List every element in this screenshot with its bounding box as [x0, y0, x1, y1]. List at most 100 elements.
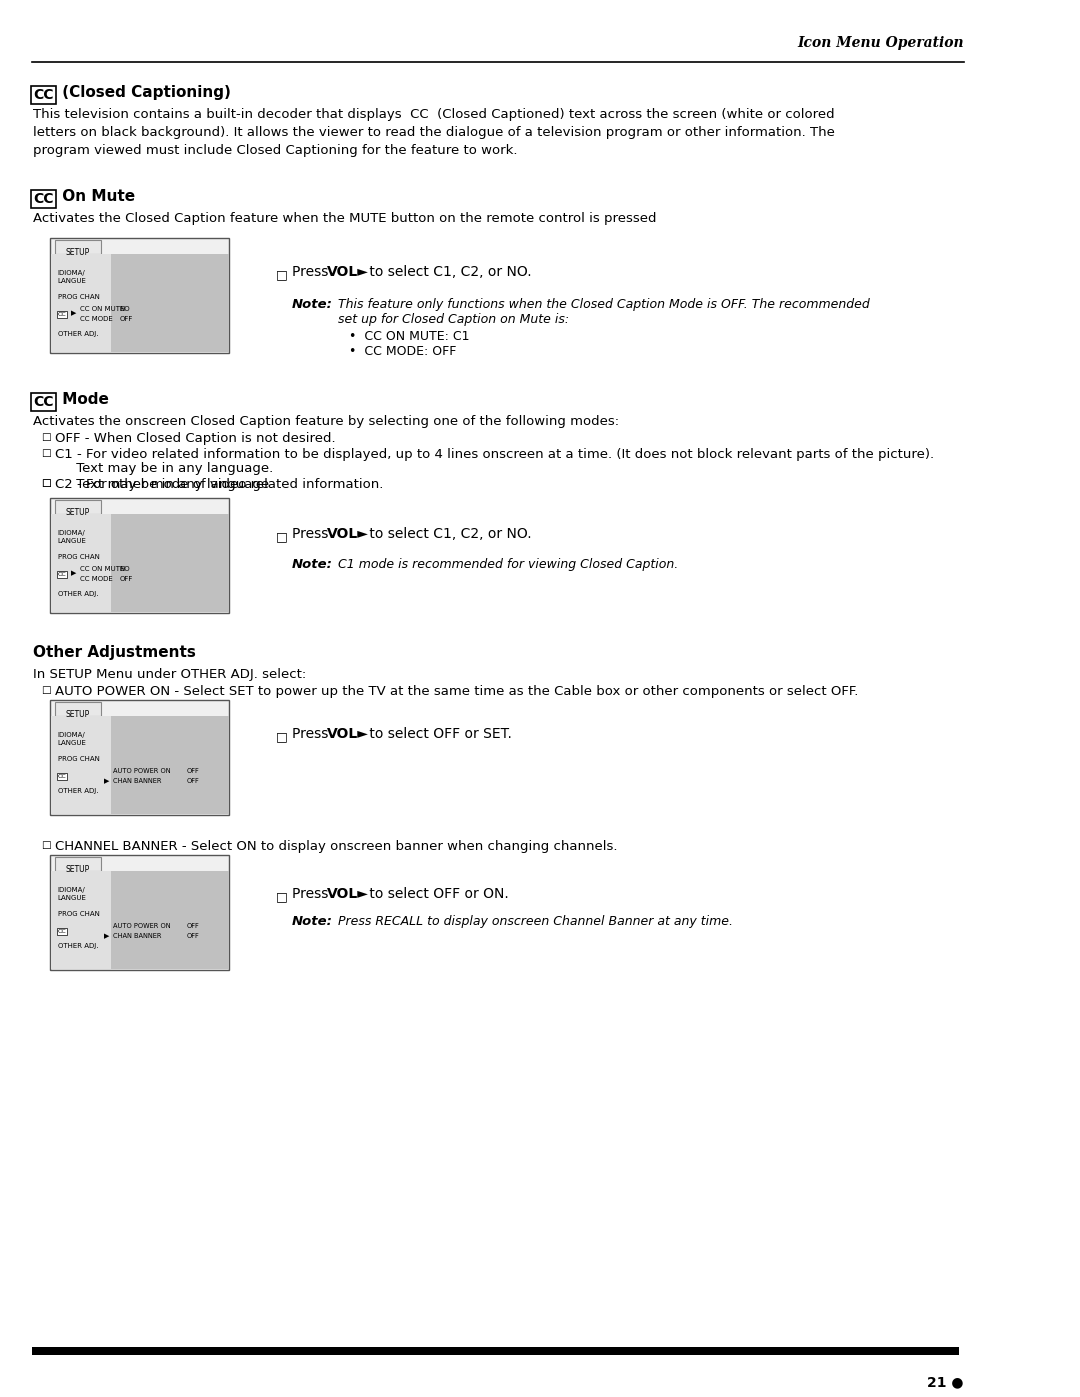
- Text: VOL►: VOL►: [327, 527, 368, 541]
- Text: CC: CC: [58, 929, 67, 935]
- Bar: [55, 856, 100, 870]
- Text: to select OFF or SET.: to select OFF or SET.: [365, 726, 512, 740]
- Text: SETUP: SETUP: [66, 249, 90, 257]
- Text: OFF: OFF: [119, 576, 133, 583]
- Bar: [111, 717, 229, 814]
- Text: to select OFF or ON.: to select OFF or ON.: [365, 887, 509, 901]
- Text: •  CC ON MUTE: C1: • CC ON MUTE: C1: [349, 330, 470, 344]
- Text: CHAN BANNER: CHAN BANNER: [113, 778, 161, 784]
- Text: IDIOMA/: IDIOMA/: [58, 270, 85, 277]
- Text: ▶: ▶: [70, 570, 76, 576]
- Text: On Mute: On Mute: [57, 189, 135, 204]
- Text: to select C1, C2, or NO.: to select C1, C2, or NO.: [365, 265, 532, 279]
- Text: OFF: OFF: [187, 778, 199, 784]
- Text: Note:: Note:: [292, 298, 333, 312]
- Text: IDIOMA/: IDIOMA/: [58, 529, 85, 536]
- Text: □: □: [41, 448, 51, 458]
- Text: 21 ●: 21 ●: [928, 1375, 963, 1389]
- Bar: [55, 240, 100, 254]
- Text: OFF: OFF: [187, 923, 199, 929]
- Text: PROG CHAN: PROG CHAN: [58, 756, 99, 761]
- Bar: [51, 497, 229, 613]
- Text: VOL►: VOL►: [327, 887, 368, 901]
- Text: OTHER ADJ.: OTHER ADJ.: [58, 943, 98, 949]
- Text: ▶: ▶: [104, 778, 109, 784]
- Text: OFF: OFF: [119, 316, 133, 321]
- Text: AUTO POWER ON: AUTO POWER ON: [113, 768, 171, 774]
- Text: Note:: Note:: [292, 915, 333, 928]
- Text: OTHER ADJ.: OTHER ADJ.: [58, 788, 98, 793]
- Text: ▶: ▶: [70, 310, 76, 316]
- Bar: [52, 514, 111, 612]
- Text: CC: CC: [58, 312, 67, 317]
- Text: IDIOMA/: IDIOMA/: [58, 732, 85, 738]
- Text: CC: CC: [58, 571, 67, 577]
- Bar: [52, 717, 111, 814]
- Text: □: □: [275, 890, 287, 902]
- Text: OFF: OFF: [187, 933, 199, 939]
- Text: □: □: [41, 840, 51, 849]
- Text: Mode: Mode: [57, 393, 109, 407]
- Text: LANGUE: LANGUE: [58, 278, 86, 284]
- Text: NO: NO: [119, 306, 130, 312]
- Text: Press: Press: [292, 726, 333, 740]
- Text: □: □: [41, 432, 51, 441]
- Text: Activates the onscreen Closed Caption feature by selecting one of the following : Activates the onscreen Closed Caption fe…: [33, 415, 619, 427]
- Text: LANGUE: LANGUE: [58, 895, 86, 901]
- Bar: [55, 500, 100, 514]
- Text: CHANNEL BANNER - Select ON to display onscreen banner when changing channels.: CHANNEL BANNER - Select ON to display on…: [55, 840, 618, 854]
- Text: In SETUP Menu under OTHER ADJ. select:: In SETUP Menu under OTHER ADJ. select:: [33, 668, 307, 680]
- Text: AUTO POWER ON - Select SET to power up the TV at the same time as the Cable box : AUTO POWER ON - Select SET to power up t…: [55, 685, 859, 698]
- Text: AUTO POWER ON: AUTO POWER ON: [113, 923, 171, 929]
- Text: This television contains a built-in decoder that displays  CC  (Closed Captioned: This television contains a built-in deco…: [33, 108, 835, 156]
- Text: Icon Menu Operation: Icon Menu Operation: [797, 36, 963, 50]
- Text: (Closed Captioning): (Closed Captioning): [57, 85, 231, 101]
- Bar: [52, 254, 111, 352]
- Text: CC: CC: [33, 88, 54, 102]
- Text: CC: CC: [58, 774, 67, 780]
- Text: •  CC MODE: OFF: • CC MODE: OFF: [349, 345, 456, 358]
- Text: Press: Press: [292, 527, 333, 541]
- Text: PROG CHAN: PROG CHAN: [58, 293, 99, 300]
- Text: □: □: [41, 685, 51, 694]
- Text: □: □: [275, 529, 287, 543]
- Text: Text may be in any language.: Text may be in any language.: [55, 462, 273, 475]
- Bar: [52, 870, 111, 970]
- Text: LANGUE: LANGUE: [58, 740, 86, 746]
- Text: OFF: OFF: [187, 768, 199, 774]
- Text: OTHER ADJ.: OTHER ADJ.: [58, 331, 98, 337]
- Text: CC: CC: [33, 191, 54, 205]
- Text: OFF - When Closed Caption is not desired.: OFF - When Closed Caption is not desired…: [55, 432, 336, 446]
- Text: □: □: [41, 478, 51, 488]
- Text: CC: CC: [33, 395, 54, 409]
- Bar: [111, 870, 229, 970]
- Bar: [32, 1347, 959, 1355]
- Text: CC ON MUTE: CC ON MUTE: [80, 306, 124, 312]
- Text: SETUP: SETUP: [66, 865, 90, 875]
- Bar: [111, 254, 229, 352]
- Bar: [51, 700, 229, 814]
- Text: Text may be in any language.: Text may be in any language.: [55, 478, 273, 490]
- Text: PROG CHAN: PROG CHAN: [58, 555, 99, 560]
- Text: NO: NO: [119, 566, 130, 571]
- Text: IDIOMA/: IDIOMA/: [58, 887, 85, 893]
- Text: set up for Closed Caption on Mute is:: set up for Closed Caption on Mute is:: [338, 313, 569, 326]
- Text: C1 mode is recommended for viewing Closed Caption.: C1 mode is recommended for viewing Close…: [338, 557, 678, 571]
- Text: C1 - For video related information to be displayed, up to 4 lines onscreen at a : C1 - For video related information to be…: [55, 448, 934, 461]
- Text: This feature only functions when the Closed Caption Mode is OFF. The recommended: This feature only functions when the Clo…: [338, 298, 869, 312]
- Text: PROG CHAN: PROG CHAN: [58, 911, 99, 916]
- Text: Note:: Note:: [292, 557, 333, 571]
- Text: Press RECALL to display onscreen Channel Banner at any time.: Press RECALL to display onscreen Channel…: [338, 915, 733, 928]
- Text: LANGUE: LANGUE: [58, 538, 86, 543]
- Bar: [55, 703, 100, 717]
- Bar: [51, 855, 229, 970]
- Text: CC MODE: CC MODE: [80, 316, 112, 321]
- Text: □: □: [41, 478, 51, 488]
- Text: Other Adjustments: Other Adjustments: [33, 645, 195, 659]
- Text: VOL►: VOL►: [327, 265, 368, 279]
- Bar: [111, 514, 229, 612]
- Text: Activates the Closed Caption feature when the MUTE button on the remote control : Activates the Closed Caption feature whe…: [33, 212, 657, 225]
- Text: SETUP: SETUP: [66, 710, 90, 719]
- Text: CC MODE: CC MODE: [80, 576, 112, 583]
- Text: □: □: [275, 731, 287, 743]
